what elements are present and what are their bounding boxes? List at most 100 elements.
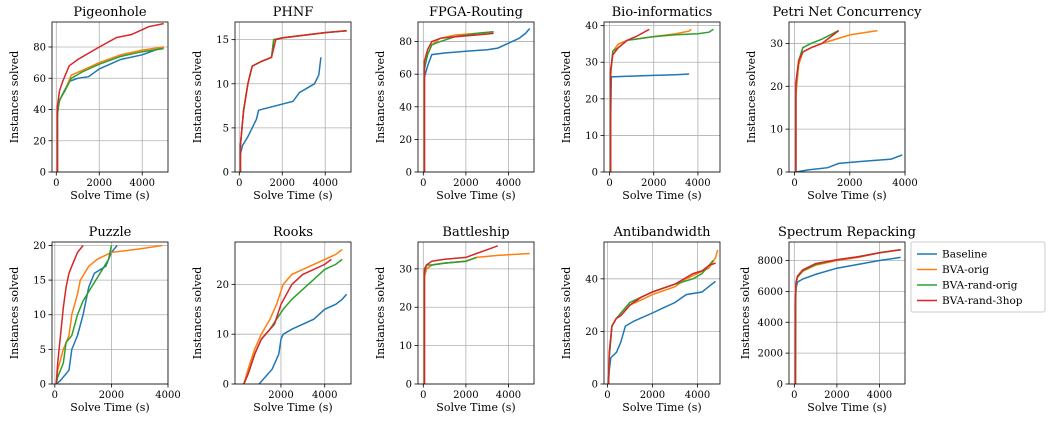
series-line-bva-orig	[55, 244, 163, 384]
y-tick-label: 20	[33, 136, 46, 147]
x-axis-label: Solve Time (s)	[70, 189, 149, 202]
x-tick-label: 2000	[87, 178, 112, 189]
x-tick-label: 4000	[129, 178, 154, 189]
chart-title: FPGA-Routing	[429, 5, 523, 20]
series-line-bva-rand-orig	[423, 31, 494, 172]
x-axis-label: Solve Time (s)	[253, 189, 332, 202]
x-axis-label: Solve Time (s)	[436, 189, 515, 202]
y-tick-label: 30	[399, 264, 412, 275]
series-line-bva-rand-3hop	[609, 28, 650, 172]
x-tick-label: 0	[791, 390, 797, 401]
y-tick-label: 10	[399, 341, 412, 352]
subplot-bio-informatics: 0 2000 4000 0 10 20 30 40 Bio-informatics Solve T…	[560, 5, 721, 202]
y-tick-label: 0	[406, 168, 412, 179]
series-line-bva-rand-orig	[243, 258, 343, 384]
x-tick-label: 2000	[824, 390, 849, 401]
x-tick-label: 4000	[685, 390, 710, 401]
y-axis-label: Instances solved	[8, 267, 21, 360]
x-tick-label: 2000	[640, 390, 665, 401]
y-tick-label: 0	[40, 168, 46, 179]
axes-frame	[788, 241, 906, 385]
legend: Baseline BVA-orig BVA-rand-orig BVA-rand-3h…	[910, 241, 1046, 313]
y-tick-label: 5	[40, 345, 46, 356]
subplot-rooks: 2000 4000 0 10 20 Rooks Solve Time (s) Instance…	[191, 225, 352, 414]
y-tick-label: 20	[770, 82, 783, 93]
y-tick-label: 60	[399, 70, 412, 81]
chart-title: Pigeonhole	[73, 5, 146, 20]
y-tick-label: 0	[592, 380, 598, 391]
x-tick-label: 4000	[155, 390, 180, 401]
series-line-bva-rand-3hop	[243, 258, 332, 384]
y-axis-label: Instances solved	[191, 267, 204, 360]
x-tick-label: 4000	[312, 390, 337, 401]
y-axis-label: Instances solved	[8, 51, 21, 144]
axes-frame	[51, 21, 169, 173]
series-line-bva-orig	[609, 28, 692, 172]
legend-label: BVA-rand-orig	[942, 280, 1018, 292]
subplot-spectrum-repacking: 0 2000 4000 0 2000 4000 6000 8000 Spectrum Repac…	[739, 225, 916, 414]
y-tick-label: 20	[33, 241, 46, 252]
x-axis-label: Solve Time (s)	[253, 401, 332, 414]
axes-frame	[234, 241, 352, 385]
series-line-bva-rand-3hop	[423, 245, 499, 384]
y-tick-label: 10	[585, 131, 598, 142]
x-tick-label: 2000	[268, 390, 293, 401]
x-axis-label: Solve Time (s)	[807, 401, 886, 414]
y-tick-label: 40	[585, 21, 598, 32]
x-tick-label: 2000	[270, 178, 295, 189]
y-axis-label: Instances solved	[374, 51, 387, 144]
chart-title: Battleship	[442, 225, 509, 240]
y-tick-label: 5	[223, 123, 229, 134]
series-line-bva-rand-3hop	[55, 245, 84, 384]
x-axis-label: Solve Time (s)	[622, 401, 701, 414]
x-tick-label: 0	[53, 178, 59, 189]
y-tick-label: 15	[216, 35, 229, 46]
axes-frame	[603, 21, 721, 173]
series-line-bva-orig	[607, 249, 719, 384]
x-tick-label: 2000	[641, 178, 666, 189]
series-line-baseline	[423, 260, 466, 384]
axes-frame	[603, 241, 721, 385]
chart-title: Antibandwidth	[612, 225, 711, 240]
series-line-bva-rand-3hop	[794, 248, 901, 384]
legend-label: BVA-orig	[942, 264, 989, 276]
series-line-bva-orig	[243, 248, 343, 384]
chart-title: Spectrum Repacking	[778, 225, 916, 240]
y-tick-label: 4000	[758, 318, 783, 329]
y-axis-label: Instances solved	[745, 51, 758, 144]
axes-frame	[788, 21, 906, 173]
series-line-baseline	[794, 256, 901, 384]
series-line-bva-rand-3hop	[795, 30, 840, 172]
y-tick-label: 20	[585, 94, 598, 105]
x-tick-label: 0	[236, 178, 242, 189]
series-line-bva-orig	[423, 252, 530, 384]
series-line-baseline	[795, 154, 903, 172]
y-axis-label: Instances solved	[560, 267, 573, 360]
y-tick-label: 30	[585, 58, 598, 69]
subplot-fpga-routing: 0 2000 4000 0 20 40 60 80 FPGA-Routing Solve Time…	[374, 5, 535, 202]
x-tick-label: 0	[52, 390, 58, 401]
x-tick-label: 0	[604, 390, 610, 401]
series-line-bva-rand-3hop	[239, 30, 347, 172]
y-axis-label: Instances solved	[191, 51, 204, 144]
axes-frame	[234, 21, 352, 173]
series-line-bva-rand-orig	[56, 47, 164, 172]
y-tick-label: 15	[33, 276, 46, 287]
x-tick-label: 0	[420, 390, 426, 401]
y-tick-label: 20	[399, 303, 412, 314]
x-tick-label: 0	[791, 178, 797, 189]
chart-title: Puzzle	[89, 225, 132, 240]
y-tick-label: 10	[216, 79, 229, 90]
y-tick-label: 10	[770, 125, 783, 136]
x-tick-label: 2000	[453, 178, 478, 189]
x-tick-label: 4000	[867, 390, 892, 401]
legend-frame	[910, 241, 1046, 313]
y-tick-label: 40	[33, 105, 46, 116]
y-axis-label: Instances solved	[374, 267, 387, 360]
legend-label: Baseline	[942, 249, 987, 261]
y-axis-label: Instances solved	[739, 267, 752, 360]
series-line-baseline	[609, 73, 690, 172]
subplot-puzzle: 0 2000 4000 0 5 10 15 20 Puzzle Solve Time (s) Ins…	[8, 225, 181, 414]
y-tick-label: 40	[399, 102, 412, 113]
